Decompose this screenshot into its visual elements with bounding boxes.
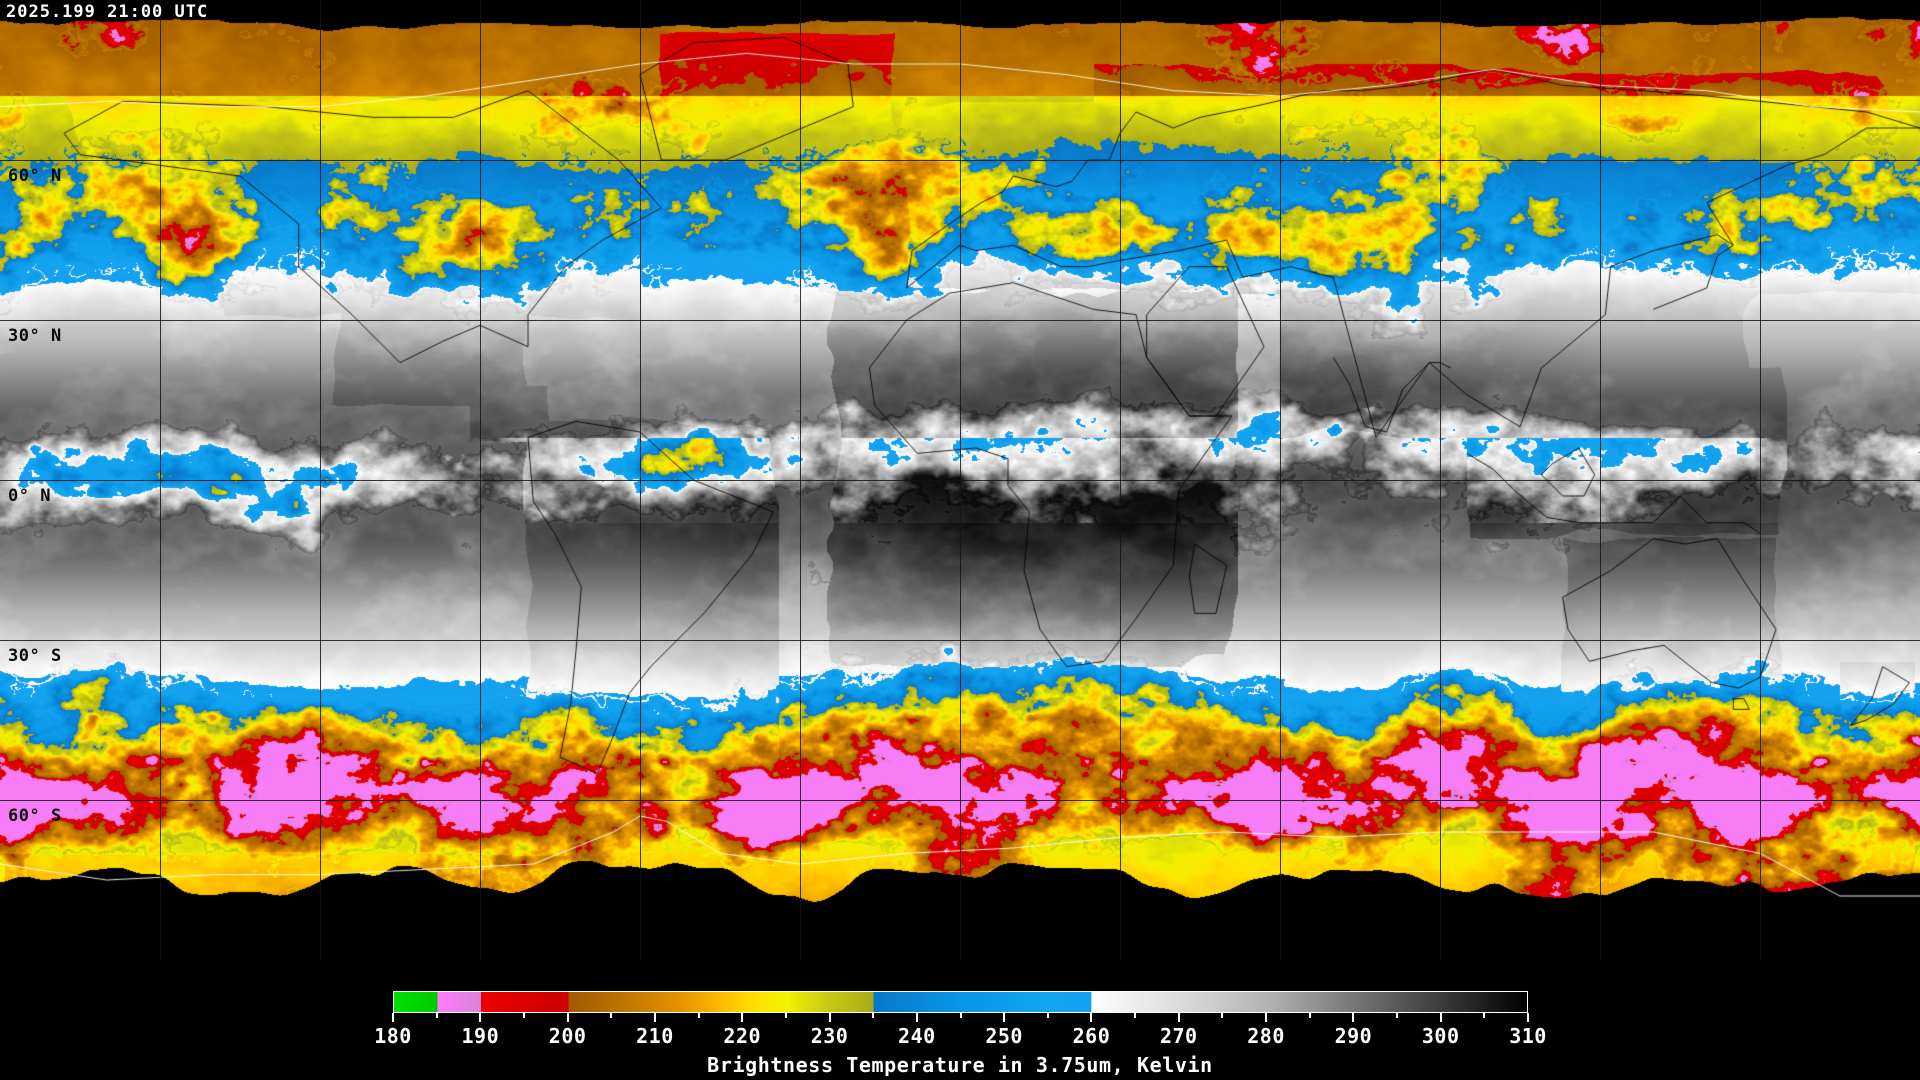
colorbar-legend-panel: 180 190 200 210 220 230 240 250 260 270 280 290 300 3… bbox=[0, 960, 1920, 1080]
colorbar-minor-tick bbox=[1134, 1013, 1137, 1018]
colorbar-major-tick bbox=[741, 1013, 744, 1022]
colorbar-minor-tick bbox=[435, 1013, 438, 1018]
graticule-meridian bbox=[1440, 0, 1441, 960]
colorbar-major-tick bbox=[1439, 1013, 1442, 1022]
colorbar-tick-label: 260 bbox=[1072, 1024, 1111, 1048]
graticule-meridian bbox=[1120, 0, 1121, 960]
graticule-meridian bbox=[960, 0, 961, 960]
colorbar-major-tick bbox=[566, 1013, 569, 1022]
colorbar-caption: Brightness Temperature in 3.75um, Kelvin bbox=[707, 1053, 1213, 1077]
colorbar-gradient bbox=[393, 991, 1528, 1013]
graticule-meridian bbox=[1760, 0, 1761, 960]
colorbar-major-tick bbox=[828, 1013, 831, 1022]
colorbar-tick-label: 240 bbox=[898, 1024, 936, 1048]
colorbar-tick-marks bbox=[392, 1013, 1529, 1022]
colorbar-minor-tick bbox=[1483, 1013, 1486, 1018]
latitude-label: 0° N bbox=[8, 486, 51, 506]
colorbar-major-tick bbox=[1352, 1013, 1355, 1022]
colorbar-major-tick bbox=[392, 1013, 394, 1022]
colorbar-major-tick bbox=[1177, 1013, 1180, 1022]
colorbar-container bbox=[393, 991, 1528, 1013]
colorbar-tick-label: 200 bbox=[548, 1024, 587, 1048]
graticule-meridian bbox=[160, 0, 161, 960]
latitude-label: 30° N bbox=[8, 326, 62, 346]
global-map-panel: 60° N 30° N 0° N 30° S 60° S 2025.199 21:00 … bbox=[0, 0, 1920, 960]
graticule-meridian bbox=[480, 0, 481, 960]
colorbar-tick-label: 190 bbox=[461, 1024, 500, 1048]
colorbar-minor-tick bbox=[872, 1013, 875, 1018]
colorbar-major-tick bbox=[479, 1013, 482, 1022]
graticule-meridian bbox=[1280, 0, 1281, 960]
colorbar-tick-label: 220 bbox=[723, 1024, 762, 1048]
colorbar-minor-tick bbox=[610, 1013, 613, 1018]
colorbar-minor-tick bbox=[522, 1013, 525, 1018]
graticule-meridian bbox=[1600, 0, 1601, 960]
colorbar-tick-label: 300 bbox=[1421, 1024, 1460, 1048]
colorbar-minor-tick bbox=[959, 1013, 962, 1018]
colorbar-major-tick bbox=[1003, 1013, 1006, 1022]
graticule-meridian bbox=[320, 0, 321, 960]
colorbar-major-tick bbox=[915, 1013, 918, 1022]
colorbar-tick-label: 290 bbox=[1334, 1024, 1373, 1048]
colorbar-major-tick bbox=[653, 1013, 656, 1022]
colorbar-major-tick bbox=[1265, 1013, 1268, 1022]
colorbar-major-tick bbox=[1527, 1013, 1529, 1022]
colorbar-tick-label: 280 bbox=[1247, 1024, 1285, 1048]
colorbar-minor-tick bbox=[1396, 1013, 1399, 1018]
graticule-meridian bbox=[800, 0, 801, 960]
latitude-label: 60° S bbox=[8, 806, 62, 826]
colorbar-tick-labels: 180 190 200 210 220 230 240 250 260 270 280 290 300 3… bbox=[374, 1024, 1546, 1050]
colorbar-minor-tick bbox=[784, 1013, 787, 1018]
colorbar-minor-tick bbox=[697, 1013, 700, 1018]
colorbar-tick-label: 270 bbox=[1159, 1024, 1198, 1048]
colorbar-minor-tick bbox=[1046, 1013, 1049, 1018]
timestamp-label: 2025.199 21:00 UTC bbox=[6, 2, 209, 22]
colorbar-major-tick bbox=[1090, 1013, 1093, 1022]
colorbar-tick-label: 250 bbox=[985, 1024, 1023, 1048]
colorbar-tick-label: 180 bbox=[374, 1024, 412, 1048]
colorbar-tick-label: 310 bbox=[1509, 1024, 1547, 1048]
graticule-meridian bbox=[640, 0, 641, 960]
latitude-label: 60° N bbox=[8, 166, 62, 186]
colorbar-minor-tick bbox=[1308, 1013, 1311, 1018]
latitude-label: 30° S bbox=[8, 646, 62, 666]
colorbar-tick-label: 210 bbox=[636, 1024, 674, 1048]
colorbar-tick-label: 230 bbox=[810, 1024, 849, 1048]
colorbar-minor-tick bbox=[1221, 1013, 1224, 1018]
